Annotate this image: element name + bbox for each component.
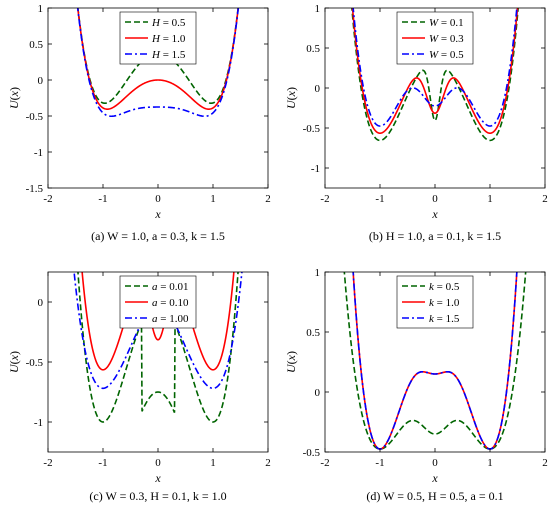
y-tick-label: -1 (34, 147, 43, 159)
x-tick-label: -2 (320, 193, 329, 205)
legend-entry: a = 0.10 (152, 297, 189, 309)
x-tick-label: 0 (155, 193, 161, 205)
chart-panel-2: -2 -1 0 1 2 1 0.5 0 -0.5 -1 x U(x) W = 0.1 W = 0.3 W =… (284, 3, 548, 243)
x-tick-label: 0 (155, 457, 161, 469)
x-axis-label: x (154, 471, 161, 485)
legend-entry: k = 1.5 (429, 313, 460, 325)
y-tick-label: 0.5 (29, 39, 43, 51)
panel-caption: (a) W = 1.0, a = 0.3, k = 1.5 (91, 229, 225, 243)
y-tick-label: -0.5 (303, 123, 321, 135)
x-tick-label: 1 (487, 193, 493, 205)
x-tick-label: 1 (210, 193, 216, 205)
x-tick-label: 2 (542, 193, 548, 205)
x-tick-label: -1 (98, 193, 107, 205)
legend-entry: k = 1.0 (429, 297, 460, 309)
x-axis-label: x (431, 471, 438, 485)
legend-entry: H = 1.0 (151, 33, 186, 45)
series-line-4-1 (343, 272, 527, 450)
legend-entry: a = 1.00 (152, 313, 189, 325)
legend-entry: W = 0.5 (429, 49, 464, 61)
legend-entry: H = 1.5 (151, 49, 186, 61)
x-tick-label: -2 (43, 457, 52, 469)
y-tick-label: -0.5 (26, 111, 44, 123)
x-tick-label: 2 (542, 457, 548, 469)
legend-entry: a = 0.01 (152, 281, 188, 293)
series-line-4-2 (352, 272, 518, 450)
x-tick-label: 1 (487, 457, 493, 469)
y-tick-label: 0.5 (306, 327, 320, 339)
panel-caption: (b) H = 1.0, a = 0.1, k = 1.5 (369, 229, 501, 243)
y-tick-label: -1 (311, 163, 320, 175)
y-tick-label: -0.5 (26, 357, 44, 369)
series-line-2-2 (351, 8, 519, 135)
series-line-2-1 (351, 8, 519, 142)
y-tick-label: 0.5 (306, 43, 320, 55)
y-tick-label: -1.5 (26, 183, 44, 195)
legend-entry: W = 0.3 (429, 33, 464, 45)
x-tick-label: -1 (375, 457, 384, 469)
y-axis-label: U(x) (284, 87, 298, 109)
x-tick-label: 1 (210, 457, 216, 469)
y-tick-label: 1 (315, 267, 321, 279)
y-tick-label: -1 (34, 417, 43, 429)
y-tick-label: 1 (38, 3, 44, 15)
y-tick-label: 0 (38, 297, 44, 309)
x-axis-label: x (431, 207, 438, 221)
x-tick-label: -1 (98, 457, 107, 469)
x-tick-label: 2 (265, 193, 271, 205)
panel-caption: (c) W = 0.3, H = 0.1, k = 1.0 (89, 489, 226, 503)
series-line-1-3 (76, 8, 240, 118)
chart-panel-3: -2 -1 0 1 2 0 -0.5 -1 x U(x) a = 0.01 a = 0.10 a = 1… (7, 271, 271, 503)
legend-entry: W = 0.1 (429, 17, 464, 29)
series-line-3-2 (81, 272, 235, 371)
x-tick-label: -2 (43, 193, 52, 205)
x-tick-label: 0 (432, 457, 438, 469)
series-line-3-3 (73, 272, 243, 390)
series-line-4-3 (352, 272, 518, 450)
legend-entry: k = 0.5 (429, 281, 460, 293)
x-tick-label: -2 (320, 457, 329, 469)
chart-panel-1: -2 -1 0 1 2 1 0.5 0 -0.5 -1 -1.5 x U(x) H = 0.5 H = 1.… (7, 3, 271, 243)
y-axis-label: U(x) (7, 87, 21, 109)
y-axis-label: U(x) (7, 351, 21, 373)
x-tick-label: -1 (375, 193, 384, 205)
x-axis-label: x (154, 207, 161, 221)
legend-entry: H = 0.5 (151, 17, 186, 29)
y-tick-label: 1 (315, 3, 321, 15)
y-tick-label: 0 (315, 83, 321, 95)
panel-caption: (d) W = 0.5, H = 0.5, a = 0.1 (366, 489, 503, 503)
x-tick-label: 2 (265, 457, 271, 469)
chart-panel-4: -2 -1 0 1 2 1 0.5 0 -0.5 x U(x) k = 0.5 k = 1.0 k = 1… (284, 267, 548, 503)
y-axis-label: U(x) (284, 351, 298, 373)
x-tick-label: 0 (432, 193, 438, 205)
y-tick-label: -0.5 (303, 447, 321, 459)
y-tick-label: 0 (38, 75, 44, 87)
y-tick-label: 0 (315, 387, 321, 399)
